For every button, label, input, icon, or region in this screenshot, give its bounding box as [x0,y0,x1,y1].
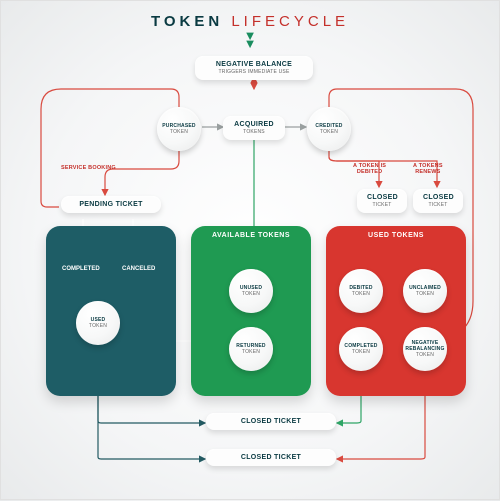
node-unclaimed-token: UNCLAIMEDTOKEN [403,269,447,313]
node-rebalancing-token: NEGATIVEREBALANCINGTOKEN [403,327,447,371]
node-completed-token: COMPLETEDTOKEN [339,327,383,371]
node-debited-token: DEBITEDTOKEN [339,269,383,313]
label-completed: COMPLETED [62,266,100,272]
chip-closed-ticket-a: CLOSEDTICKET [357,189,407,213]
chip-closed-ticket-2: CLOSED TICKET [206,449,336,466]
chevron-down-icon: ▼▼ [1,32,499,48]
caption-tokens-renews: A TOKENSRENEWS [413,163,443,175]
chip-closed-ticket-1: CLOSED TICKET [206,413,336,430]
node-purchased-token: PURCHASEDTOKEN [157,107,201,151]
node-unused-token: UNUSEDTOKEN [229,269,273,313]
panel-available-header: AVAILABLE TOKENS [191,232,311,239]
chip-negative-balance: NEGATIVE BALANCETRIGGERS IMMEDIATE USE [195,56,313,80]
panel-used: USED TOKENS [326,226,466,396]
page-title: TOKEN LIFECYCLE [1,1,499,30]
chip-closed-ticket-b: CLOSEDTICKET [413,189,463,213]
node-used-token: USEDTOKEN [76,301,120,345]
title-word-1: TOKEN [151,13,223,30]
caption-token-debited: A TOKEN ISDEBITED [353,163,386,175]
caption-service-booking: SERVICE BOOKING [61,165,116,171]
chip-acquired-tokens: ACQUIREDTOKENS [223,116,285,140]
label-canceled: CANCELED [122,266,155,272]
chip-pending-ticket: PENDING TICKET [61,196,161,213]
panel-used-header: USED TOKENS [326,232,466,239]
node-credited-token: CREDITEDTOKEN [307,107,351,151]
node-returned-token: RETURNEDTOKEN [229,327,273,371]
